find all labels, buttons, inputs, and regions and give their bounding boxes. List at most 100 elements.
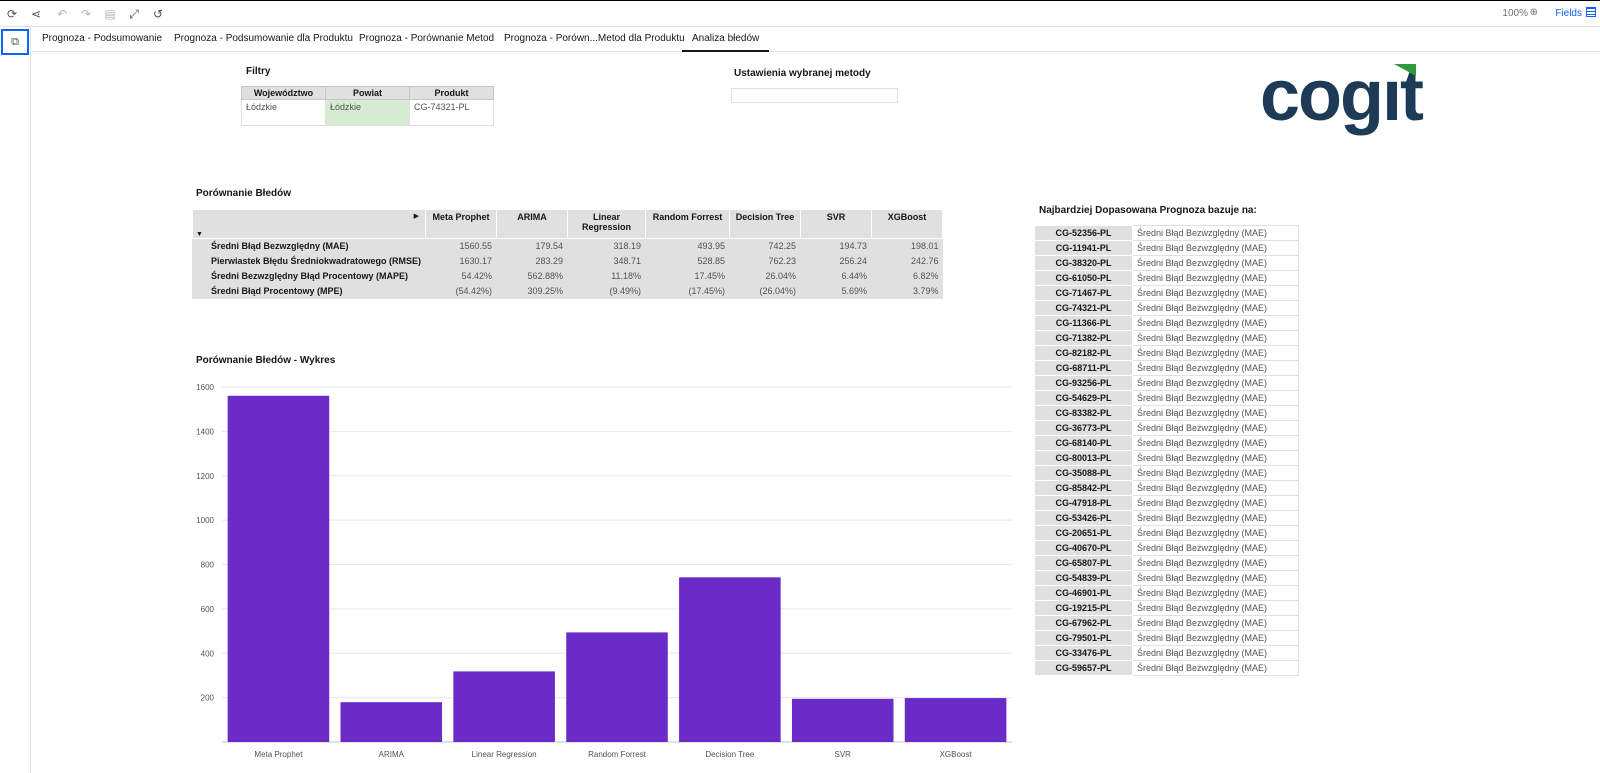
best-fit-row: CG-35088-PL Średni Błąd Bezwzględny (MAE) — [1035, 466, 1299, 481]
fields-panel-icon[interactable] — [1586, 7, 1596, 17]
chart-bar[interactable] — [679, 577, 781, 742]
best-fit-row: CG-54839-PL Średni Błąd Bezwzględny (MAE) — [1035, 571, 1299, 586]
chart-bar[interactable] — [341, 702, 443, 742]
tab-analiza-bledow[interactable]: Analiza błedów — [682, 27, 769, 52]
tab-prognoza-porownanie-metod[interactable]: Prognoza - Porównanie Metod — [349, 27, 504, 52]
chart-bar[interactable] — [453, 671, 555, 742]
comparison-cell: (9.49%) — [568, 284, 646, 299]
chart-bar[interactable] — [905, 698, 1007, 742]
best-fit-row: CG-11366-PL Średni Błąd Bezwzględny (MAE) — [1035, 316, 1299, 331]
best-fit-metric: Średni Błąd Bezwzględny (MAE) — [1133, 571, 1299, 586]
chart-bar[interactable] — [792, 699, 894, 742]
zoom-level[interactable]: 100% — [1502, 8, 1528, 19]
best-fit-row: CG-11941-PL Średni Błąd Bezwzględny (MAE) — [1035, 241, 1299, 256]
comparison-cell: 283.29 — [497, 254, 568, 269]
tab-prognoza-podsumowanie-produktu[interactable]: Prognoza - Podsumowanie dla Produktu — [164, 27, 363, 52]
col-header: XGBoost — [872, 210, 943, 239]
best-fit-metric: Średni Błąd Bezwzględny (MAE) — [1133, 436, 1299, 451]
best-fit-product-code: CG-82182-PL — [1035, 346, 1133, 361]
error-comparison-bar-chart: 200 400 600 800 1000 1200 1400 1600 Meta Prophet… — [192, 375, 1022, 770]
best-fit-metric: Średni Błąd Bezwzględny (MAE) — [1133, 661, 1299, 676]
best-fit-metric: Średni Błąd Bezwzględny (MAE) — [1133, 481, 1299, 496]
chart-bar[interactable] — [228, 396, 330, 742]
comparison-row: Średni Bezwzględny Błąd Procentowy (MAPE… — [193, 269, 943, 284]
best-fit-metric: Średni Błąd Bezwzględny (MAE) — [1133, 286, 1299, 301]
chart-bar[interactable] — [566, 632, 668, 742]
best-fit-product-code: CG-47918-PL — [1035, 496, 1133, 511]
best-fit-metric: Średni Błąd Bezwzględny (MAE) — [1133, 301, 1299, 316]
x-tick-label: XGBoost — [940, 750, 973, 759]
comparison-cell: 348.71 — [568, 254, 646, 269]
filter-produkt-value[interactable]: CG-74321-PL — [410, 100, 494, 126]
col-header: SVR — [801, 210, 872, 239]
expand-rows-icon[interactable]: ▼ — [196, 231, 203, 238]
expand-icon[interactable]: ⤢ — [126, 6, 142, 22]
comparison-cell: 528.85 — [646, 254, 730, 269]
comparison-cell: (26.04%) — [730, 284, 801, 299]
best-fit-product-code: CG-61050-PL — [1035, 271, 1133, 286]
tab-prognoza-podsumowanie[interactable]: Prognoza - Podsumowanie — [32, 27, 172, 52]
refresh-icon[interactable]: ⟳ — [4, 6, 20, 22]
best-fit-product-code: CG-35088-PL — [1035, 466, 1133, 481]
method-settings-box[interactable] — [731, 88, 898, 103]
best-fit-metric: Średni Błąd Bezwzględny (MAE) — [1133, 586, 1299, 601]
y-tick-label: 400 — [201, 649, 215, 658]
top-toolbar: ⟳ ⋖ ↶ ↷ ▤ ⤢ ↺ 100% ⊕ Fields — [0, 0, 1600, 27]
comparison-cell: 3.79% — [872, 284, 943, 299]
best-fit-product-code: CG-83382-PL — [1035, 406, 1133, 421]
best-fit-metric: Średni Błąd Bezwzględny (MAE) — [1133, 451, 1299, 466]
filter-wojewodztwo-value[interactable]: Łódzkie — [242, 100, 326, 126]
best-fit-row: CG-79501-PL Średni Błąd Bezwzględny (MAE) — [1035, 631, 1299, 646]
best-fit-metric: Średni Błąd Bezwzględny (MAE) — [1133, 271, 1299, 286]
best-fit-row: CG-46901-PL Średni Błąd Bezwzględny (MAE) — [1035, 586, 1299, 601]
tab-bar: Prognoza - Podsumowanie Prognoza - Podsu… — [32, 27, 1600, 52]
best-fit-row: CG-59657-PL Średni Błąd Bezwzględny (MAE) — [1035, 661, 1299, 676]
share-icon[interactable]: ⋖ — [28, 6, 44, 22]
best-fit-row: CG-68140-PL Średni Błąd Bezwzględny (MAE) — [1035, 436, 1299, 451]
best-fit-product-code: CG-40670-PL — [1035, 541, 1133, 556]
best-fit-metric: Średni Błąd Bezwzględny (MAE) — [1133, 631, 1299, 646]
best-fit-metric: Średni Błąd Bezwzględny (MAE) — [1133, 646, 1299, 661]
filter-powiat-value[interactable]: Łódzkie — [326, 100, 410, 126]
reset-icon[interactable]: ↺ — [150, 6, 166, 22]
col-header: ARIMA — [497, 210, 568, 239]
comparison-row: Średni Błąd Bezwzględny (MAE) 1560.55 179.… — [193, 239, 943, 254]
best-fit-row: CG-65807-PL Średni Błąd Bezwzględny (MAE) — [1035, 556, 1299, 571]
x-tick-label: SVR — [834, 750, 851, 759]
method-settings-title: Ustawienia wybranej metody — [734, 68, 871, 79]
save-icon[interactable]: ▤ — [102, 6, 118, 22]
comparison-row: Pierwiastek Błędu Średniokwadratowego (R… — [193, 254, 943, 269]
best-fit-metric: Średni Błąd Bezwzględny (MAE) — [1133, 226, 1299, 241]
best-fit-metric: Średni Błąd Bezwzględny (MAE) — [1133, 391, 1299, 406]
expand-columns-icon[interactable]: ▶ — [414, 212, 419, 220]
best-fit-metric: Średni Błąd Bezwzględny (MAE) — [1133, 556, 1299, 571]
zoom-icon[interactable]: ⊕ — [1530, 7, 1538, 18]
best-fit-metric: Średni Błąd Bezwzględny (MAE) — [1133, 466, 1299, 481]
tab-prognoza-porownanie-metod-produktu[interactable]: Prognoza - Porówn...Metod dla Produktu — [494, 27, 695, 52]
best-fit-product-code: CG-71382-PL — [1035, 331, 1133, 346]
filter-header-powiat: Powiat — [326, 87, 410, 100]
best-fit-product-code: CG-46901-PL — [1035, 586, 1133, 601]
pages-panel-icon[interactable]: ⧉ — [1, 29, 29, 55]
best-fit-metric: Średni Błąd Bezwzględny (MAE) — [1133, 616, 1299, 631]
best-fit-metric: Średni Błąd Bezwzględny (MAE) — [1133, 346, 1299, 361]
comparison-cell: 26.04% — [730, 269, 801, 284]
fields-button[interactable]: Fields — [1555, 8, 1582, 19]
comparison-table: ▶ ▼ Meta Prophet ARIMA Linear Regression… — [192, 209, 943, 299]
best-fit-product-code: CG-19215-PL — [1035, 601, 1133, 616]
best-fit-metric: Średni Błąd Bezwzględny (MAE) — [1133, 316, 1299, 331]
comparison-cell: 493.95 — [646, 239, 730, 254]
redo-icon[interactable]: ↷ — [78, 6, 94, 22]
best-fit-row: CG-52356-PL Średni Błąd Bezwzględny (MAE) — [1035, 226, 1299, 241]
best-fit-metric: Średni Błąd Bezwzględny (MAE) — [1133, 421, 1299, 436]
best-fit-metric: Średni Błąd Bezwzględny (MAE) — [1133, 331, 1299, 346]
comparison-cell: 309.25% — [497, 284, 568, 299]
col-header: Decision Tree — [730, 210, 801, 239]
filter-header-wojewodztwo: Województwo — [242, 87, 326, 100]
best-fit-product-code: CG-33476-PL — [1035, 646, 1133, 661]
left-rail: ⧉ — [0, 27, 31, 773]
comparison-cell: 179.54 — [497, 239, 568, 254]
best-fit-product-code: CG-11366-PL — [1035, 316, 1133, 331]
undo-icon[interactable]: ↶ — [54, 6, 70, 22]
y-tick-label: 800 — [201, 561, 215, 570]
